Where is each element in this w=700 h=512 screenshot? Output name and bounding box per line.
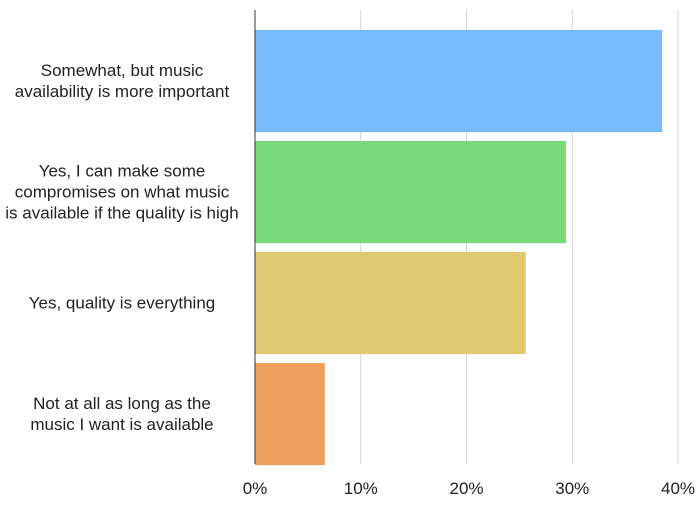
category-label: Yes, I can make some compromises on what …: [0, 161, 244, 224]
bar: [255, 363, 325, 466]
category-label: Not at all as long as the music I want is…: [0, 393, 244, 435]
tick-label: 0%: [243, 479, 268, 498]
category-label-line: availability is more important: [14, 82, 230, 102]
category-label-line: Yes, quality is everything: [28, 293, 216, 313]
category-label-line: Yes, I can make some: [38, 161, 206, 181]
tick-label: 30%: [555, 479, 589, 498]
bars: [255, 30, 663, 466]
tick-label: 20%: [449, 479, 483, 498]
category-label: Yes, quality is everything: [0, 293, 244, 314]
category-label-line: music I want is available: [30, 415, 214, 435]
bar: [255, 141, 566, 244]
category-label-line: is available if the quality is high: [5, 203, 239, 223]
x-axis-ticks: 0% 10% 20% 30% 40%: [243, 479, 695, 498]
category-label: Somewhat, but music availability is more …: [0, 60, 244, 102]
tick-label: 10%: [344, 479, 378, 498]
category-label-line: Not at all as long as the: [33, 394, 211, 414]
category-label-line: Somewhat, but music: [40, 61, 204, 81]
bar: [255, 30, 663, 133]
category-label-line: compromises on what music: [14, 182, 230, 202]
bar: [255, 252, 526, 355]
tick-label: 40%: [661, 479, 695, 498]
